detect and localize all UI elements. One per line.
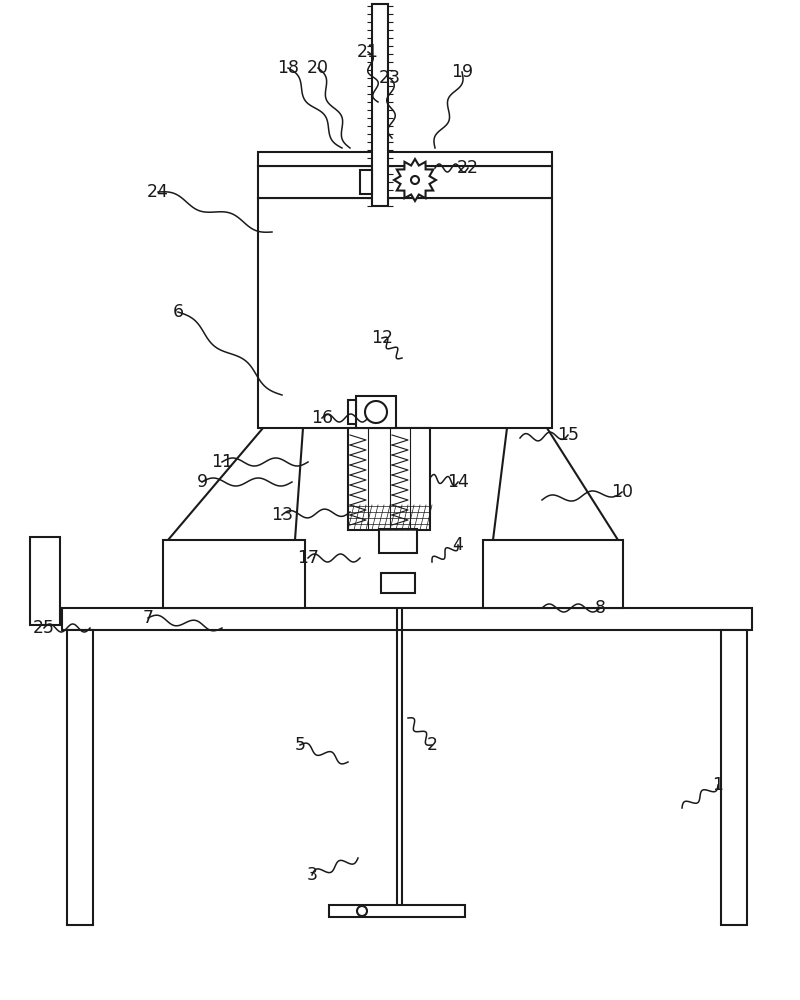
Text: 16: 16 <box>311 409 333 427</box>
Text: 10: 10 <box>611 483 633 501</box>
Text: 15: 15 <box>557 426 579 444</box>
Bar <box>258 198 552 428</box>
Text: 1: 1 <box>713 776 723 794</box>
Text: 4: 4 <box>453 536 463 554</box>
Bar <box>381 573 415 593</box>
Bar <box>372 4 388 206</box>
Bar <box>483 540 623 608</box>
Bar <box>348 428 430 530</box>
Text: 20: 20 <box>307 59 329 77</box>
Text: 17: 17 <box>297 549 319 567</box>
Circle shape <box>357 906 367 916</box>
Circle shape <box>365 401 387 423</box>
Polygon shape <box>394 159 436 201</box>
Text: 3: 3 <box>306 866 318 884</box>
Text: 7: 7 <box>142 609 154 627</box>
Text: 11: 11 <box>211 453 233 471</box>
Text: 5: 5 <box>294 736 306 754</box>
Bar <box>30 537 60 625</box>
Text: 23: 23 <box>379 69 401 87</box>
Text: 8: 8 <box>594 599 606 617</box>
Text: 22: 22 <box>457 159 479 177</box>
Bar <box>721 630 747 925</box>
Text: 24: 24 <box>147 183 169 201</box>
Bar <box>356 396 396 428</box>
Text: 21: 21 <box>357 43 379 61</box>
Bar <box>379 529 417 553</box>
Bar <box>348 400 356 424</box>
Bar <box>62 608 752 630</box>
Bar <box>258 152 552 166</box>
Bar <box>67 630 93 925</box>
Bar <box>360 170 372 194</box>
Bar <box>163 540 305 608</box>
Text: 14: 14 <box>447 473 469 491</box>
Bar <box>258 166 552 198</box>
Circle shape <box>411 176 419 184</box>
Text: 18: 18 <box>277 59 299 77</box>
Bar <box>329 905 465 917</box>
Text: 2: 2 <box>426 736 438 754</box>
Text: 9: 9 <box>197 473 207 491</box>
Text: 25: 25 <box>33 619 55 637</box>
Text: 12: 12 <box>371 329 393 347</box>
Text: 13: 13 <box>271 506 293 524</box>
Text: 6: 6 <box>173 303 183 321</box>
Text: 19: 19 <box>451 63 473 81</box>
